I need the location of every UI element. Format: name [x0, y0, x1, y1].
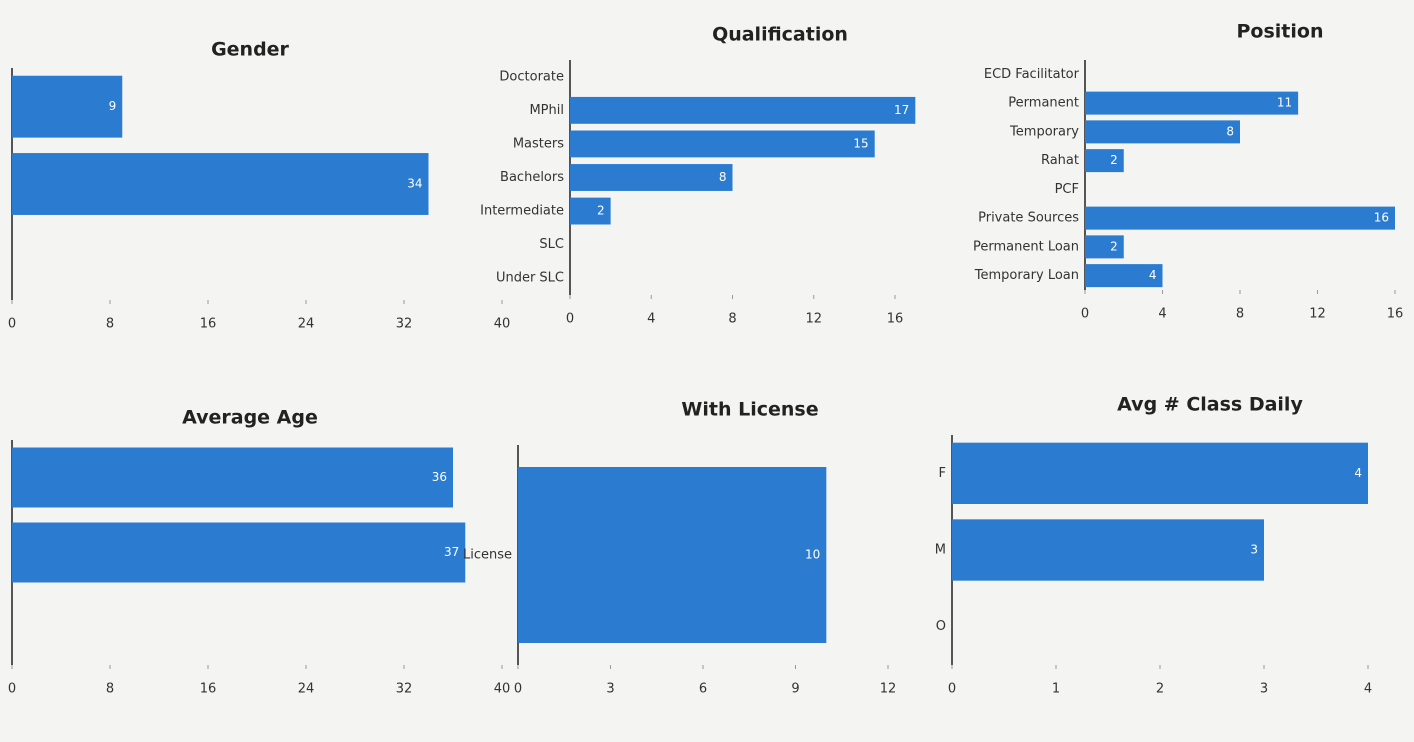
data-label: 37 — [444, 545, 459, 559]
x-tick-label: 0 — [948, 682, 956, 697]
bar — [570, 130, 875, 158]
data-label: 36 — [432, 470, 447, 484]
chart-title: Gender — [211, 39, 289, 61]
x-tick-label: 3 — [1260, 682, 1268, 697]
y-tick-label: Bachelors — [500, 170, 564, 185]
x-tick-label: 1 — [1052, 682, 1060, 697]
x-tick-label: 0 — [514, 682, 522, 697]
bar — [1085, 235, 1124, 259]
y-tick-label: Temporary — [1009, 124, 1079, 139]
x-tick-label: 4 — [1158, 307, 1166, 322]
y-tick-label: M — [935, 543, 946, 558]
x-tick-label: 32 — [396, 682, 413, 697]
bar — [570, 164, 733, 191]
x-tick-label: 24 — [298, 682, 315, 697]
chart-title: With License — [681, 399, 818, 421]
x-tick-label: 4 — [1364, 682, 1372, 697]
x-tick-label: 16 — [887, 312, 904, 327]
y-tick-label: SLC — [539, 237, 564, 252]
x-tick-label: 0 — [8, 682, 16, 697]
bar — [1085, 264, 1163, 288]
x-tick-label: 0 — [566, 312, 574, 327]
x-tick-label: 4 — [647, 312, 655, 327]
x-tick-label: 8 — [106, 682, 114, 697]
bar — [1085, 120, 1240, 144]
bar — [570, 197, 611, 225]
y-tick-label: Temporary Loan — [974, 268, 1079, 283]
bar — [12, 153, 429, 215]
x-tick-label: 40 — [494, 317, 511, 332]
y-tick-label: PCF — [1055, 182, 1079, 197]
data-label: 4 — [1149, 268, 1157, 282]
data-label: 2 — [1110, 153, 1118, 167]
x-tick-label: 0 — [1081, 307, 1089, 322]
x-tick-label: 6 — [699, 682, 707, 697]
data-label: 10 — [805, 548, 820, 562]
chart-title: Average Age — [182, 407, 318, 429]
bar — [1085, 206, 1395, 230]
data-label: 11 — [1277, 96, 1292, 110]
x-tick-label: 2 — [1156, 682, 1164, 697]
data-label: 9 — [109, 99, 117, 113]
y-tick-label: Private Sources — [978, 211, 1079, 226]
bar — [518, 467, 827, 643]
x-tick-label: 16 — [200, 682, 217, 697]
chart-title: Avg # Class Daily — [1117, 394, 1303, 416]
x-tick-label: 16 — [200, 317, 217, 332]
bar — [12, 522, 466, 583]
x-tick-label: 8 — [106, 317, 114, 332]
data-label: 8 — [1226, 124, 1234, 138]
x-tick-label: 16 — [1387, 307, 1404, 322]
y-tick-label: Masters — [513, 136, 564, 151]
data-label: 3 — [1250, 543, 1258, 557]
data-label: 17 — [894, 103, 909, 117]
y-tick-label: Intermediate — [480, 204, 564, 219]
chart-title: Position — [1237, 21, 1324, 43]
bar — [12, 447, 453, 508]
x-tick-label: 12 — [880, 682, 897, 697]
bar — [1085, 91, 1299, 115]
y-tick-label: O — [936, 619, 946, 634]
bar — [952, 442, 1368, 504]
y-tick-label: MPhil — [529, 103, 564, 118]
x-tick-label: 40 — [494, 682, 511, 697]
y-tick-label: Under SLC — [496, 271, 564, 286]
y-tick-label: Permanent — [1008, 96, 1079, 111]
x-tick-label: 8 — [1236, 307, 1244, 322]
bar — [570, 96, 916, 124]
y-tick-label: License — [463, 548, 512, 563]
data-label: 8 — [719, 170, 727, 184]
y-tick-label: ECD Facilitator — [984, 67, 1080, 82]
data-label: 15 — [853, 136, 868, 150]
data-label: 4 — [1354, 466, 1362, 480]
x-tick-label: 32 — [396, 317, 413, 332]
data-label: 16 — [1374, 211, 1389, 225]
y-tick-label: F — [939, 466, 946, 481]
chart-title: Qualification — [712, 24, 848, 46]
bar — [952, 519, 1264, 581]
bar — [1085, 149, 1124, 173]
y-tick-label: Permanent Loan — [973, 239, 1079, 254]
x-tick-label: 9 — [791, 682, 799, 697]
data-label: 34 — [407, 177, 422, 191]
x-tick-label: 8 — [728, 312, 736, 327]
y-tick-label: Doctorate — [499, 69, 564, 84]
x-tick-label: 24 — [298, 317, 315, 332]
x-tick-label: 0 — [8, 317, 16, 332]
bar — [12, 75, 123, 138]
data-label: 2 — [1110, 239, 1118, 253]
x-tick-label: 12 — [805, 312, 822, 327]
x-tick-label: 12 — [1309, 307, 1326, 322]
x-tick-label: 3 — [606, 682, 614, 697]
data-label: 2 — [597, 204, 605, 218]
y-tick-label: Rahat — [1041, 153, 1079, 168]
